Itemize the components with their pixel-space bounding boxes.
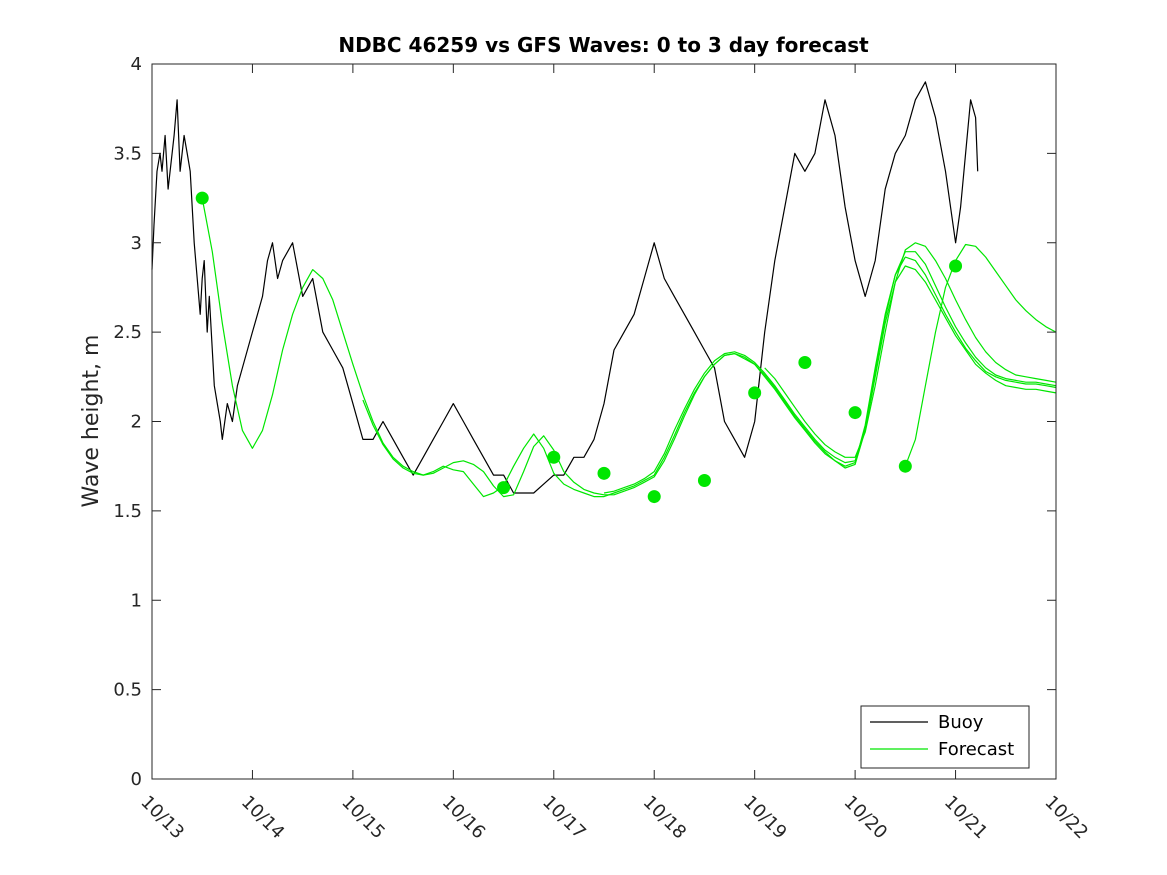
forecast-point: [748, 386, 762, 400]
plot-background: [152, 64, 1056, 779]
forecast-point: [547, 450, 561, 464]
x-tick-label: 10/16: [438, 792, 490, 844]
plot-area: [152, 64, 1056, 779]
forecast-series-line-3: [603, 251, 1057, 494]
y-tick-label: 1: [131, 590, 142, 611]
legend-label: Buoy: [938, 712, 984, 733]
forecast-point: [647, 490, 661, 504]
x-tick-label: 10/17: [538, 792, 590, 844]
x-tick-label: 10/20: [840, 792, 892, 844]
x-tick-label: 10/22: [1040, 792, 1092, 844]
legend-label: Forecast: [938, 739, 1014, 760]
forecast-point: [195, 191, 209, 205]
forecast-point: [949, 259, 963, 273]
buoy-series-line: [151, 81, 979, 494]
legend-box: [860, 705, 1030, 769]
x-tick-label: 10/19: [739, 792, 791, 844]
forecast-series-line-1: [201, 197, 1057, 498]
chart-title: NDBC 46259 vs GFS Waves: 0 to 3 day fore…: [338, 33, 869, 57]
forecast-point: [697, 473, 711, 487]
y-tick-label: 1.5: [113, 501, 142, 522]
y-tick-label: 0.5: [113, 680, 142, 701]
series-layer: [151, 81, 1057, 504]
legend: Buoy Forecast: [860, 705, 1030, 769]
x-tick-label: 10/15: [337, 792, 389, 844]
x-tick-label: 10/21: [940, 792, 992, 844]
chart-text: NDBC 46259 vs GFS Waves: 0 to 3 day fore…: [79, 33, 869, 507]
forecast-series-line-5: [904, 243, 1057, 467]
y-axis-label: Wave height, m: [79, 335, 104, 508]
forecast-point: [798, 356, 812, 370]
y-tick-label: 0: [131, 769, 142, 790]
forecast-series-line-4: [764, 242, 1057, 458]
forecast-point: [898, 459, 912, 473]
x-tick-label: 10/18: [639, 792, 691, 844]
forecast-series-line-2: [362, 256, 1057, 498]
y-tick-label: 2: [131, 412, 142, 433]
y-tick-label: 4: [131, 54, 142, 75]
x-tick-label: 10/14: [237, 792, 289, 844]
x-tick-label: 10/13: [136, 792, 188, 844]
y-tick-label: 2.5: [113, 322, 142, 343]
forecast-point: [597, 466, 611, 480]
y-tick-label: 3: [131, 233, 142, 254]
forecast-point: [497, 481, 511, 495]
forecast-point: [848, 406, 862, 420]
y-tick-label: 3.5: [113, 143, 142, 164]
